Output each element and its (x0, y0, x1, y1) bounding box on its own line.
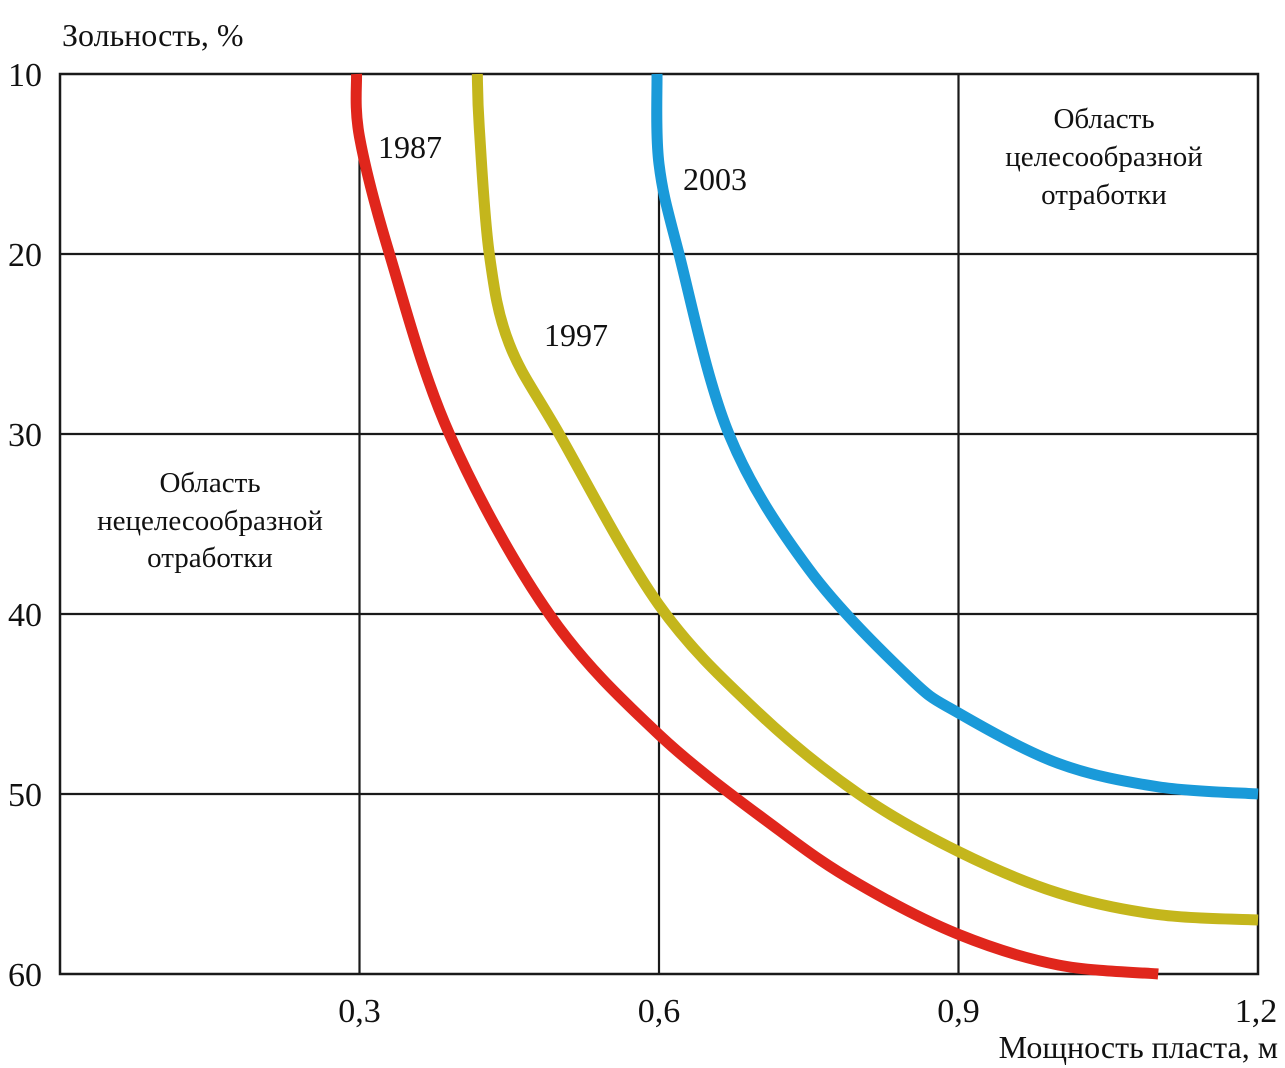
y-tick-labels: 10 20 30 40 50 60 (8, 57, 42, 994)
series-line-1997 (471, 73, 1259, 926)
y-tick-label: 50 (8, 777, 42, 814)
series-label-2003: 2003 (683, 161, 747, 197)
x-axis-title: Мощность пласта, м (999, 1029, 1278, 1065)
annotation-line: отработки (1041, 179, 1167, 211)
x-tick-label: 1,2 (1235, 993, 1278, 1030)
y-tick-label: 20 (8, 237, 42, 274)
x-tick-labels: 0,3 0,6 0,9 1,2 (338, 993, 1277, 1030)
y-axis-title: Зольность, % (62, 17, 244, 53)
x-tick-label: 0,3 (338, 993, 381, 1030)
x-tick-label: 0,6 (638, 993, 681, 1030)
series-curves (350, 73, 1259, 980)
annotation-line: целесообразной (1005, 141, 1202, 173)
annotation-line: нецелесообразной (97, 505, 323, 537)
y-tick-label: 60 (8, 957, 42, 994)
series-line-1987 (350, 73, 1159, 980)
x-tick-label: 0,9 (937, 993, 980, 1030)
annotation-line: Область (159, 467, 260, 499)
annotation-line: Область (1053, 103, 1154, 135)
series-line-2003 (651, 73, 1259, 800)
y-tick-label: 40 (8, 597, 42, 634)
y-tick-label: 30 (8, 417, 42, 454)
series-label-1997: 1997 (544, 317, 608, 353)
series-label-1987: 1987 (378, 129, 442, 165)
annotation-line: отработки (147, 542, 273, 574)
annotation-unprofitable-area: Область нецелесообразной отработки (97, 467, 323, 574)
y-tick-label: 10 (8, 57, 42, 94)
annotation-profitable-area: Область целесообразной отработки (1005, 103, 1202, 211)
